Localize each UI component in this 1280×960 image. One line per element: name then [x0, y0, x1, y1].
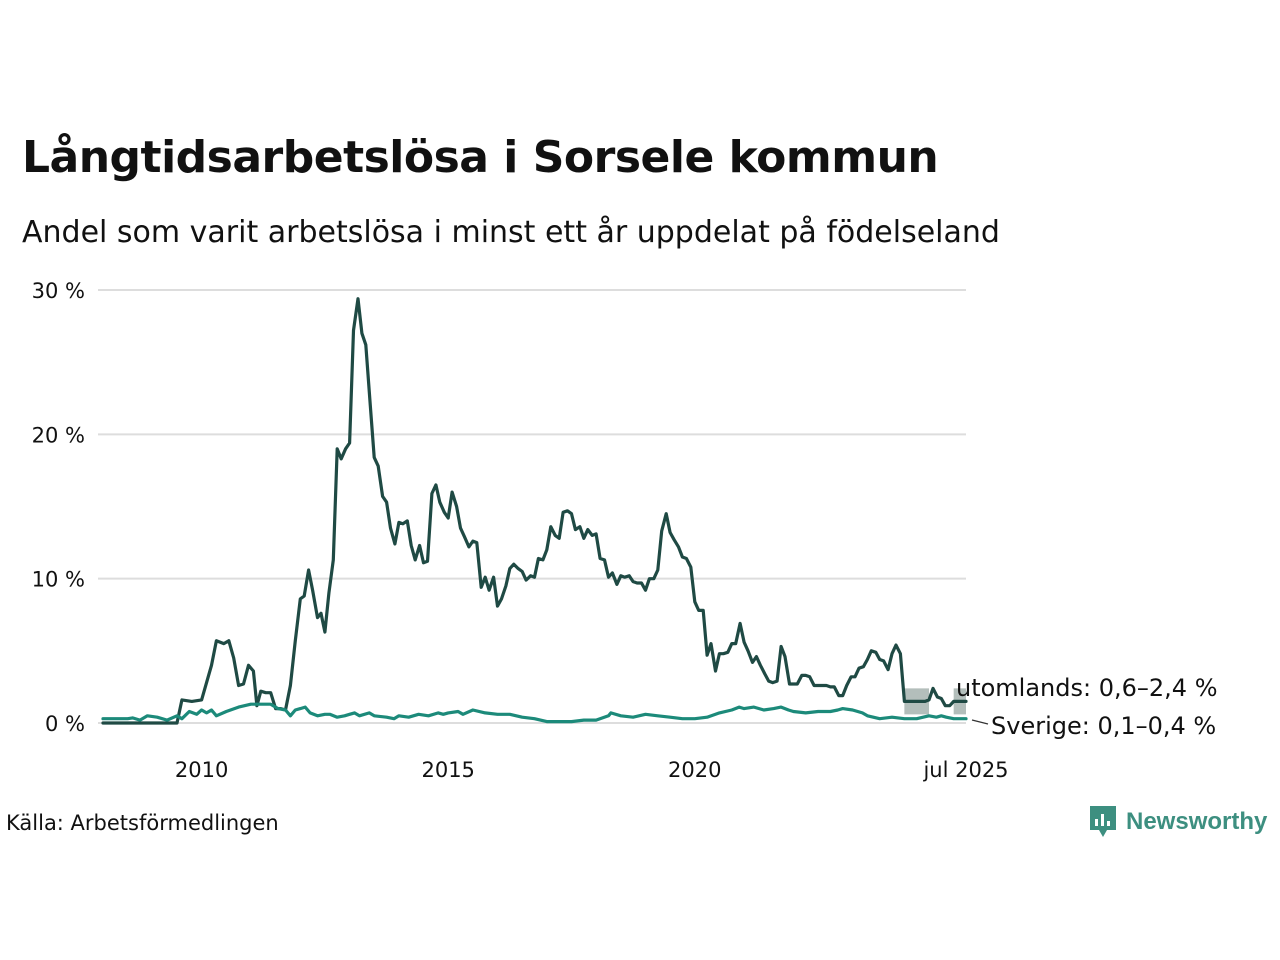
newsworthy-logo-text: Newsworthy	[1126, 808, 1268, 835]
series-end-label-utomlands: utomlands: 0,6–2,4 %	[956, 674, 1218, 702]
series-line-sverige	[101, 702, 968, 724]
chart-subtitle: Andel som varit arbetslösa i minst ett å…	[22, 215, 1000, 250]
chart-title: Långtidsarbetslösa i Sorsele kommun	[22, 132, 939, 183]
series-end-label-sverige: Sverige: 0,1–0,4 %	[991, 712, 1216, 740]
x-tick-label: 2010	[175, 758, 228, 782]
series-line-utomlands	[101, 297, 968, 725]
label-leader-line	[971, 719, 989, 725]
x-tick-label: 2015	[421, 758, 474, 782]
y-tick-label: 20 %	[32, 423, 85, 447]
source-note: Källa: Arbetsförmedlingen	[6, 811, 279, 835]
y-tick-label: 10 %	[32, 568, 85, 592]
y-tick-label: 0 %	[45, 712, 85, 736]
x-tick-label: 2020	[668, 758, 721, 782]
x-tick-label: jul 2025	[922, 758, 1008, 782]
newsworthy-logo: Newsworthy	[1088, 804, 1267, 840]
y-tick-label: 30 %	[32, 279, 85, 303]
newsworthy-logo-icon	[1090, 806, 1116, 837]
